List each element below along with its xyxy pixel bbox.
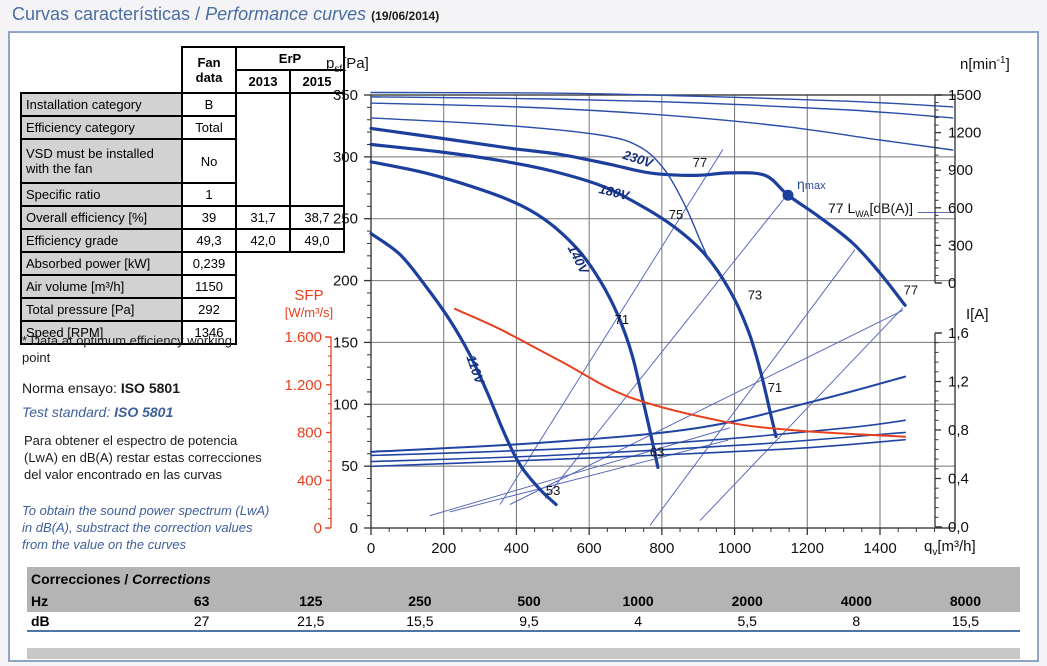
fan-row-label: Efficiency category: [20, 115, 183, 140]
table-row: dB 27 21,5 15,5 9,5 4 5,5 8 15,5: [27, 612, 1020, 632]
fan-row-value: No: [181, 138, 237, 184]
fan-row-label: Speed [RPM]: [20, 320, 183, 345]
sfp-axis-title: SFP [W/m³/s]: [284, 287, 334, 320]
erp-2015-value: 38,7: [289, 205, 345, 230]
hz-value: 8000: [910, 590, 1020, 612]
header-erp: ErP: [235, 46, 345, 71]
eta-max-label: ηmax: [797, 176, 826, 192]
hz-value: 500: [474, 590, 584, 612]
fan-row-value: 39: [181, 205, 237, 230]
hz-value: 1000: [583, 590, 693, 612]
erp-2013-value: 42,0: [235, 228, 291, 253]
table-row: Efficiency grade 49,3 42,0 49,0: [20, 228, 345, 253]
fan-row-label: Overall efficiency [%]: [20, 205, 183, 230]
note-norma: Norma ensayo: ISO 5801: [22, 380, 180, 396]
db-value: 15,5: [365, 612, 475, 632]
table-row: Efficiency category Total: [20, 115, 345, 140]
table-row: Fan data ErP: [21, 46, 345, 94]
note-english: To obtain the sound power spectrum (LwA)…: [22, 503, 270, 552]
speed-axis-title: n[min-1]: [960, 55, 1010, 73]
header-2013: 2013: [235, 69, 291, 94]
fan-row-value: 292: [181, 297, 237, 322]
current-axis-title: I[A]: [966, 306, 989, 323]
db-value: 27: [147, 612, 257, 632]
table-row: Absorbed power [kW] 0,239: [20, 251, 344, 276]
table-row: Total pressure [Pa] 292: [20, 297, 344, 322]
fan-row-label: Absorbed power [kW]: [20, 251, 183, 276]
corrections-table: Correcciones / Corrections Hz 63 125 250 500 1…: [27, 567, 1020, 632]
note-optimum: * Data at optimum efficiency working poi…: [22, 333, 233, 365]
db-label: dB: [27, 612, 148, 632]
table-row: Installation category B: [20, 92, 345, 117]
page-title: Curvas características / Performance cur…: [12, 4, 440, 24]
table-row: VSD must be installed with the fan No: [20, 138, 345, 184]
db-value: 8: [801, 612, 911, 632]
fan-data-table: Fan data ErP 2013 2015 Installation category…: [20, 46, 345, 345]
table-row: Overall efficiency [%] 39 31,7 38,7: [20, 205, 345, 230]
fan-row-value: 1150: [181, 274, 237, 299]
fan-row-label: Total pressure [Pa]: [20, 297, 183, 322]
table-row: Air volume [m³/h] 1150: [20, 274, 344, 299]
table-row: Correcciones / Corrections: [27, 567, 1020, 590]
hz-label: Hz: [27, 590, 148, 612]
footer-bar: [27, 648, 1020, 659]
title-es: Curvas características: [12, 4, 191, 24]
note-spanish: Para obtener el espectro de potencia (Lw…: [24, 433, 262, 482]
fan-row-value: 0,239: [181, 251, 237, 276]
corrections-title: Correcciones / Corrections: [27, 567, 1020, 590]
fan-row-value: 1346: [181, 320, 237, 345]
hz-value: 250: [365, 590, 475, 612]
fan-row-label: Air volume [m³/h]: [20, 274, 183, 299]
title-date: (19/06/2014): [371, 9, 440, 23]
hz-value: 4000: [801, 590, 911, 612]
lwa-curve-label: 77 LWA[dB(A)]: [828, 200, 914, 219]
hz-value: 2000: [692, 590, 802, 612]
title-en: Performance curves: [205, 4, 367, 24]
table-row: 2013 2015: [21, 69, 345, 94]
fan-row-label: Specific ratio: [20, 182, 183, 207]
hz-value: 63: [147, 590, 257, 612]
fan-row-label: Installation category: [20, 92, 183, 117]
table-row: Specific ratio 1: [20, 182, 345, 207]
flow-axis-title: qv[m³/h]: [924, 538, 976, 558]
pressure-axis-title: psf[Pa]: [326, 55, 369, 75]
db-value: 5,5: [692, 612, 802, 632]
fan-row-label: VSD must be installed with the fan: [20, 138, 183, 184]
header-fan-data: Fan data: [181, 46, 237, 94]
table-row: Speed [RPM] 1346: [20, 320, 344, 345]
fan-row-value: 1: [181, 182, 237, 207]
db-value: 9,5: [474, 612, 584, 632]
erp-2013-value: 31,7: [235, 205, 291, 230]
fan-row-label: Efficiency grade: [20, 228, 183, 253]
db-value: 4: [583, 612, 693, 632]
note-test-standard: Test standard: ISO 5801: [22, 404, 174, 420]
fan-row-value: Total: [181, 115, 237, 140]
db-value: 15,5: [910, 612, 1020, 632]
erp-2015-value: 49,0: [289, 228, 345, 253]
fan-row-value: B: [181, 92, 237, 117]
db-value: 21,5: [256, 612, 366, 632]
header-2015: 2015: [289, 69, 345, 94]
hz-value: 125: [256, 590, 366, 612]
table-row: Hz 63 125 250 500 1000 2000 4000 8000: [27, 590, 1020, 612]
fan-row-value: 49,3: [181, 228, 237, 253]
